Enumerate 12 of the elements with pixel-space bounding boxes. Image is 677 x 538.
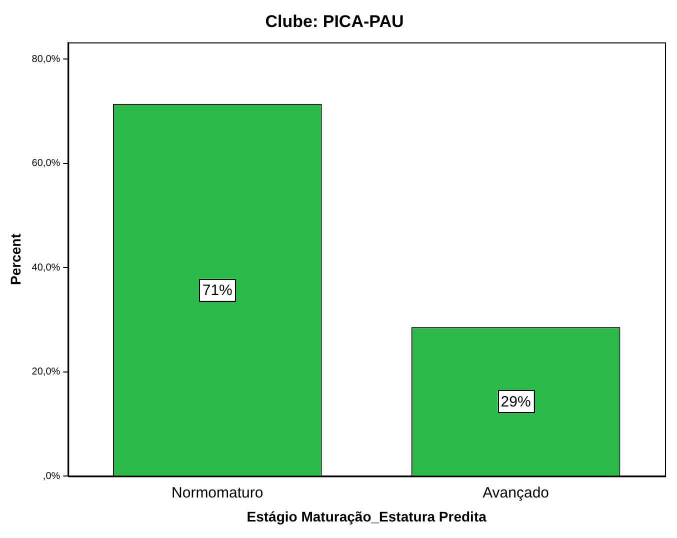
chart-title: Clube: PICA-PAU — [265, 12, 404, 31]
y-tick-label: 40,0% — [32, 262, 60, 274]
y-tick-label: ,0% — [42, 470, 60, 482]
x-tick-label: Avançado — [482, 484, 550, 502]
data-label: 71% — [202, 282, 232, 299]
data-label: 29% — [500, 394, 531, 411]
y-tick-label: 80,0% — [32, 54, 60, 65]
x-tick-label: Normomaturo — [172, 484, 264, 502]
y-tick-label: 60,0% — [32, 158, 60, 170]
y-tick-label: 20,0% — [32, 366, 60, 378]
x-axis-title: Estágio Maturação_Estatura Predita — [246, 508, 487, 524]
y-axis-title: Percent — [7, 233, 24, 285]
